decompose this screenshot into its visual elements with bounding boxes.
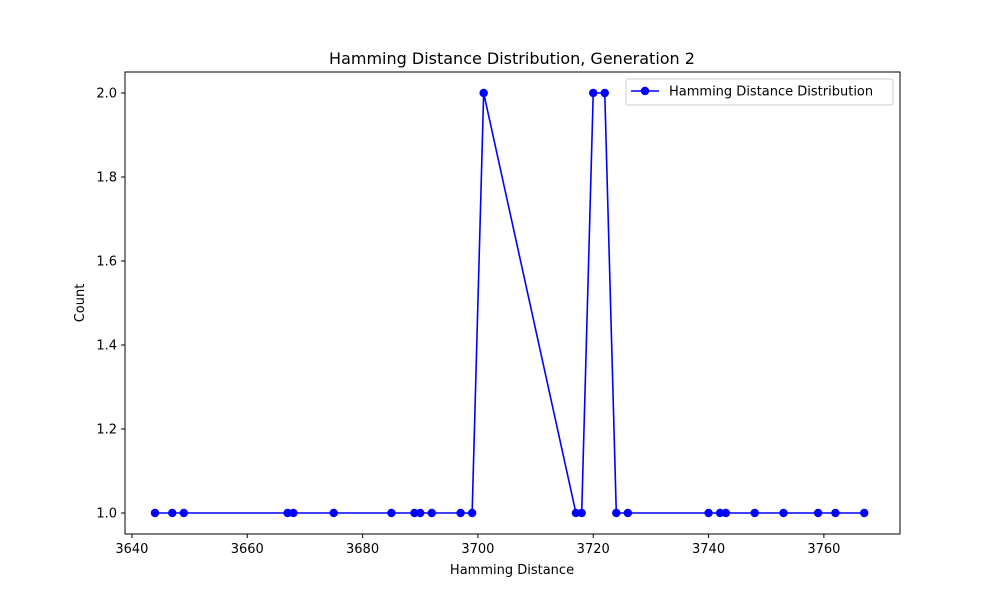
series-layer xyxy=(150,88,869,518)
data-point xyxy=(600,88,609,98)
y-tick-label: 1.6 xyxy=(96,255,117,270)
data-point xyxy=(589,88,598,98)
y-tick-label: 1.2 xyxy=(96,423,117,438)
legend-box xyxy=(625,78,894,106)
data-point xyxy=(179,508,189,518)
data-point xyxy=(623,508,633,518)
data-point xyxy=(427,508,436,518)
data-point xyxy=(750,508,759,518)
data-point xyxy=(387,508,396,518)
x-tick-label: 3760 xyxy=(807,542,840,557)
y-tick-label: 1.8 xyxy=(96,171,117,186)
data-point xyxy=(168,508,177,518)
data-point xyxy=(329,508,338,518)
data-point xyxy=(813,508,823,518)
x-tick-label: 3660 xyxy=(231,542,264,557)
data-point xyxy=(721,508,731,518)
y-axis-label: Count xyxy=(73,284,88,323)
legend-point-marker xyxy=(640,86,650,96)
data-point xyxy=(779,508,788,518)
data-point xyxy=(715,508,725,518)
data-point xyxy=(283,508,292,518)
data-point xyxy=(571,508,581,518)
legend: Hamming Distance Distribution xyxy=(625,78,894,106)
legend-entry-label: Hamming Distance Distribution xyxy=(669,85,873,100)
plot-area xyxy=(125,72,900,534)
data-point xyxy=(410,508,419,518)
data-point xyxy=(416,508,425,518)
y-axis-ticks: 1.0 1.2 1.4 1.6 1.8 2.0 xyxy=(96,87,125,522)
data-point xyxy=(704,508,713,518)
x-axis-label: Hamming Distance xyxy=(450,563,574,578)
data-point xyxy=(456,508,465,518)
data-point xyxy=(467,508,477,518)
data-point xyxy=(860,508,869,518)
x-tick-label: 3720 xyxy=(577,542,610,557)
x-tick-label: 3680 xyxy=(346,542,379,557)
data-point xyxy=(479,88,488,98)
data-point xyxy=(577,508,586,518)
data-point xyxy=(150,508,160,518)
chart-title: Hamming Distance Distribution, Generatio… xyxy=(329,49,695,68)
y-tick-label: 1.4 xyxy=(96,339,117,354)
data-point xyxy=(831,508,840,518)
x-axis-ticks: 3640 3660 3680 3700 3720 3740 3760 xyxy=(115,534,840,557)
x-tick-label: 3640 xyxy=(115,542,148,557)
y-tick-label: 2.0 xyxy=(96,87,117,102)
y-tick-label: 1.0 xyxy=(96,507,117,522)
data-point xyxy=(289,508,298,518)
data-point xyxy=(612,508,621,518)
x-tick-label: 3740 xyxy=(692,542,725,557)
x-tick-label: 3700 xyxy=(461,542,494,557)
plot-frame xyxy=(124,71,901,535)
